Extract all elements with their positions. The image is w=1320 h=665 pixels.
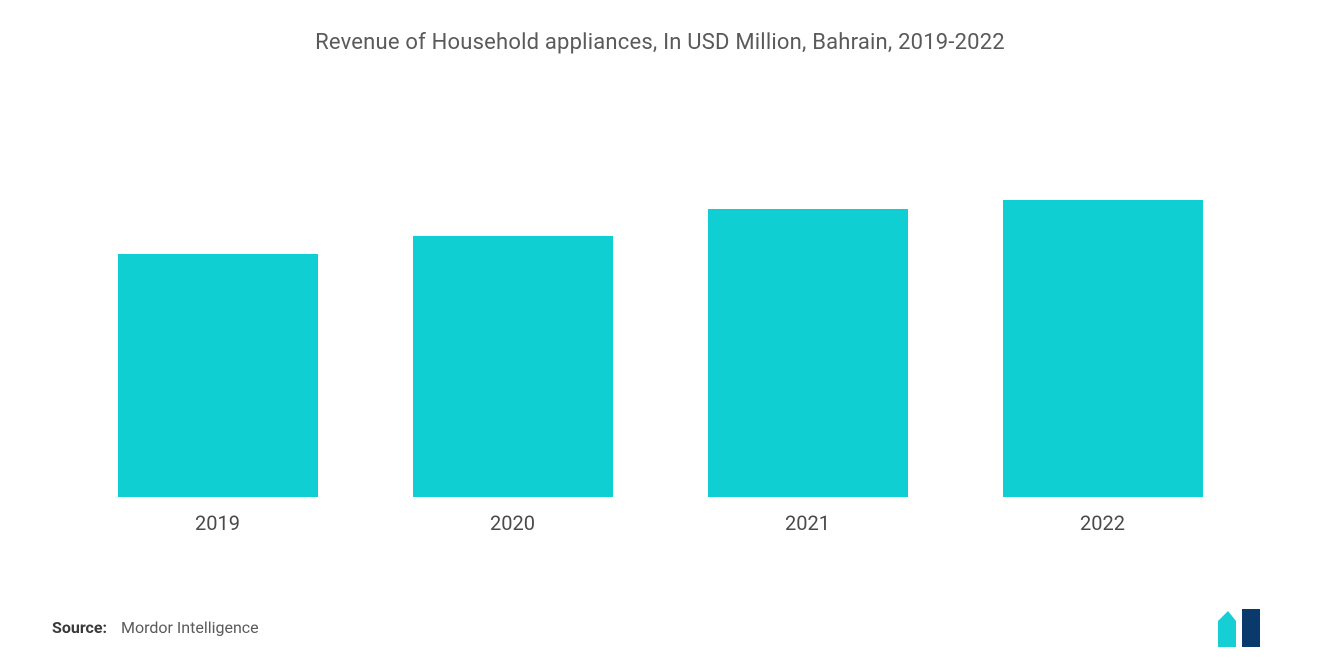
source-text: Mordor Intelligence <box>121 618 259 637</box>
bar-2021 <box>708 209 908 497</box>
x-axis-label: 2019 <box>195 511 240 535</box>
bar-group: 2022 <box>973 200 1233 535</box>
source-label: Source: <box>52 618 107 637</box>
bar-2022 <box>1003 200 1203 497</box>
bar-2020 <box>413 236 613 497</box>
x-axis-label: 2020 <box>490 511 535 535</box>
brand-logo-icon <box>1214 607 1278 647</box>
bar-group: 2019 <box>88 254 348 535</box>
bar-group: 2020 <box>383 236 643 535</box>
chart-title: Revenue of Household appliances, In USD … <box>50 30 1270 55</box>
x-axis-label: 2021 <box>785 511 830 535</box>
x-axis-label: 2022 <box>1080 511 1125 535</box>
source-attribution: Source: Mordor Intelligence <box>52 618 259 637</box>
chart-plot-area: 2019 2020 2021 2022 <box>50 115 1270 535</box>
bar-group: 2021 <box>678 209 938 535</box>
bar-2019 <box>118 254 318 497</box>
